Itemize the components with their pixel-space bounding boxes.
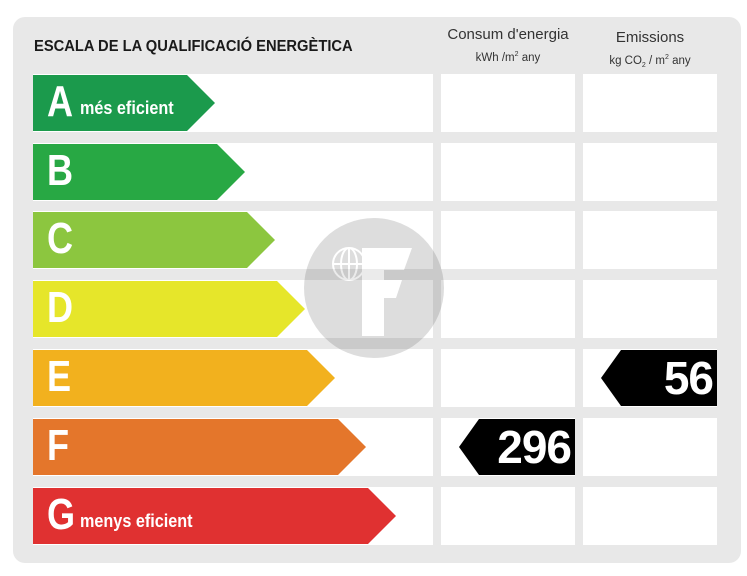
- rating-arrow-b: [33, 144, 245, 200]
- consumption-cell: [441, 487, 575, 545]
- consumption-cell: 296: [441, 418, 575, 476]
- consumption-value-badge: 296: [459, 419, 575, 475]
- consumption-unit: kWh /m2 any: [475, 51, 541, 64]
- emissions-value: 56: [663, 352, 714, 404]
- scale-cell: B: [33, 143, 433, 201]
- consumption-value: 296: [497, 421, 572, 473]
- scale-title: ESCALA DE LA QUALIFICACIÓ ENERGÈTICA: [34, 38, 353, 55]
- emissions-cell: [583, 418, 717, 476]
- scale-cell: D: [33, 280, 433, 338]
- emissions-label: Emissions: [615, 29, 685, 46]
- consumption-cell: [441, 349, 575, 407]
- rating-arrow-g: [33, 488, 396, 544]
- consumption-label: Consum d'energia: [447, 26, 569, 43]
- rating-letter: B: [47, 146, 74, 195]
- consumption-column-header: Consum d'energia kWh /m2 any: [440, 26, 576, 66]
- consumption-cell: [441, 143, 575, 201]
- consumption-cell: [441, 280, 575, 338]
- consumption-cell: [441, 74, 575, 132]
- rating-letter: E: [47, 352, 72, 401]
- emissions-unit: kg CO2 / m2 any: [609, 54, 691, 70]
- scale-cell: C: [33, 211, 433, 269]
- emissions-value-badge: 56: [601, 350, 717, 406]
- rating-letter: C: [47, 214, 74, 263]
- rating-arrow-e: [33, 350, 335, 406]
- scale-cell: E: [33, 349, 433, 407]
- rating-label: menys eficient: [80, 511, 193, 531]
- emissions-cell: 56: [583, 349, 717, 407]
- rating-letter: D: [47, 283, 74, 332]
- emissions-cell: [583, 143, 717, 201]
- rating-letter: A: [47, 77, 74, 126]
- emissions-cell: [583, 487, 717, 545]
- rating-letter: G: [47, 490, 76, 539]
- scale-cell: F: [33, 418, 433, 476]
- f-logo-watermark-icon: [304, 218, 444, 358]
- emissions-cell: [583, 211, 717, 269]
- rating-arrow-f: [33, 419, 366, 475]
- rating-label: més eficient: [80, 98, 174, 118]
- rating-arrow-a: [33, 75, 215, 131]
- consumption-cell: [441, 211, 575, 269]
- rating-arrow-d: [33, 281, 305, 337]
- emissions-cell: [583, 280, 717, 338]
- rating-arrow-c: [33, 212, 275, 268]
- emissions-cell: [583, 74, 717, 132]
- emissions-column-header: Emissions kg CO2 / m2 any: [582, 29, 718, 74]
- rating-letter: F: [47, 421, 70, 470]
